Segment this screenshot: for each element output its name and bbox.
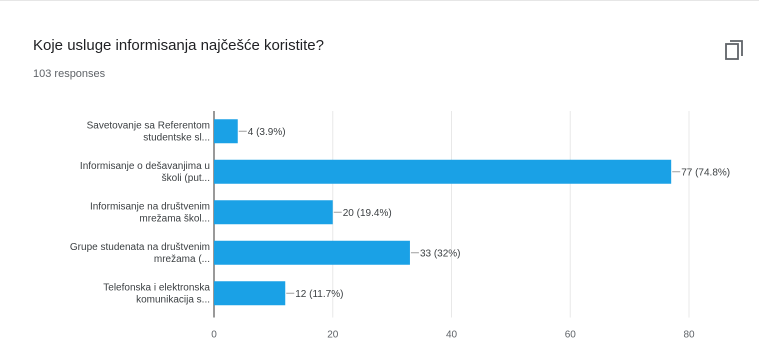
category-label: Grupe studenata na društvenim mrežama (..… [70, 242, 210, 265]
x-tick-label: 20 [327, 330, 339, 341]
data-label: 4 (3.9%) [248, 127, 286, 138]
x-tick-label: 60 [565, 330, 577, 341]
bar [214, 240, 410, 265]
copy-chart-button[interactable] [724, 39, 746, 63]
question-title: Koje usluge informisanja najčešće korist… [33, 37, 324, 54]
category-label: Savetovanje sa Referentom studentske sl..… [87, 120, 210, 143]
category-label: Informisanje na društvenim mrežama škol..… [90, 201, 210, 224]
response-count: 103 responses [33, 68, 106, 80]
x-tick-label: 40 [446, 330, 458, 341]
data-label: 12 (11.7%) [295, 289, 343, 300]
data-label: 20 (19.4%) [343, 208, 392, 219]
bar [214, 281, 286, 306]
category-label: Telefonska i elektronska komunikacija s..… [103, 282, 210, 305]
bar [214, 200, 333, 225]
copy-icon [725, 40, 743, 60]
data-label: 33 (32%) [420, 248, 461, 259]
x-tick-label: 0 [211, 330, 217, 341]
bar [214, 159, 672, 184]
x-tick-label: 80 [683, 330, 695, 341]
data-label: 77 (74.8%) [681, 167, 730, 178]
bar [214, 119, 238, 144]
category-label: Informisanje o dešavanjima u školi (put..… [80, 161, 210, 184]
